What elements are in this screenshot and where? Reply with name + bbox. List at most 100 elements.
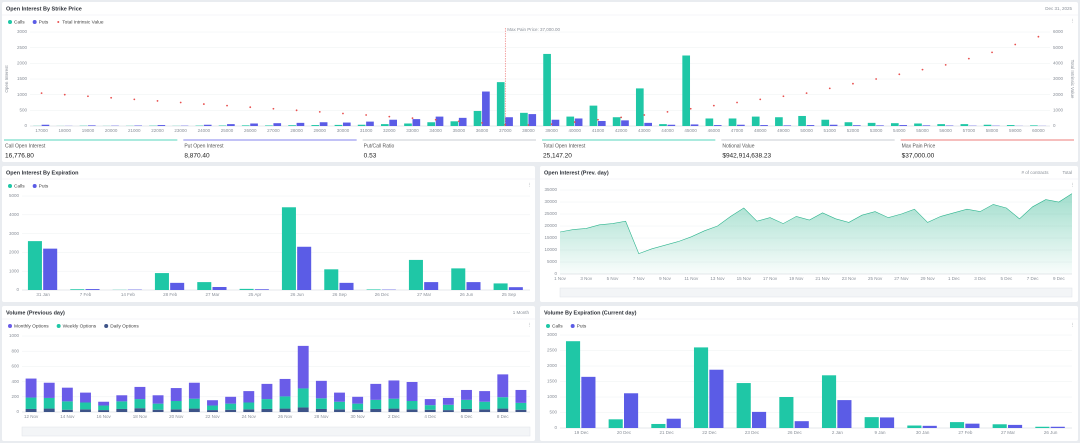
- bar: [635, 88, 644, 126]
- scatter-dot: [365, 114, 368, 116]
- bar: [728, 118, 737, 126]
- bar: [551, 119, 560, 126]
- y-tick-label: 3000: [547, 332, 558, 337]
- bar-segment: [461, 399, 472, 409]
- x-tick-label: 29000: [314, 128, 327, 133]
- bar: [380, 124, 389, 126]
- y-tick-label: 2000: [9, 250, 20, 255]
- scatter-dot: [828, 87, 831, 90]
- x-tick-label: 17000: [35, 128, 48, 133]
- bar: [288, 125, 296, 126]
- bar: [922, 425, 937, 428]
- bar-segment: [98, 405, 110, 411]
- scatter-dot: [249, 106, 252, 109]
- x-tick-label: 23000: [174, 128, 187, 133]
- x-tick-label: 2 Dec: [388, 414, 401, 419]
- legend-label: Puts: [577, 323, 587, 329]
- panel: [2, 166, 535, 302]
- bar-segment: [334, 409, 345, 412]
- bar: [644, 122, 652, 126]
- bar-segment: [315, 380, 327, 399]
- scatter-dot: [63, 93, 66, 96]
- bar: [760, 125, 768, 126]
- x-tick-label: 3 Dec: [974, 276, 987, 281]
- menu-icon[interactable]: ⋮: [1070, 322, 1075, 327]
- scatter-dot: [782, 95, 785, 98]
- bar-segment: [479, 401, 491, 410]
- x-tick-label: 2 Jan: [832, 430, 844, 435]
- dropdown[interactable]: 1 Month: [513, 310, 530, 315]
- y2-tick-label: 6000: [1053, 29, 1064, 34]
- scatter-dot: [226, 104, 228, 107]
- y-tick-label: 2000: [547, 363, 558, 368]
- bar: [914, 123, 922, 126]
- x-tick-label: 49000: [777, 128, 790, 133]
- x-tick-label: 24 Nov: [242, 414, 257, 419]
- stat-label: Notional Value: [722, 143, 754, 149]
- x-tick-label: 53000: [870, 128, 883, 133]
- x-tick-label: 32000: [383, 128, 396, 133]
- x-tick-label: 23 Dec: [745, 430, 760, 435]
- bar: [505, 117, 513, 126]
- navigator[interactable]: [559, 287, 1073, 298]
- bar-segment: [134, 399, 146, 409]
- x-tick-label: 20 Nov: [169, 414, 184, 419]
- area-fill: [560, 193, 1072, 274]
- bar: [241, 125, 250, 126]
- date-picker[interactable]: Dec 31, 2025: [1045, 6, 1072, 11]
- bar: [520, 112, 528, 126]
- x-tick-label: 27 Mar: [1001, 430, 1016, 435]
- bar-segment: [188, 408, 200, 412]
- bar-segment: [207, 405, 218, 411]
- x-tick-label: 28 Feb: [163, 292, 178, 297]
- dropdown[interactable]: Total: [1062, 170, 1072, 175]
- scatter-dot: [759, 98, 762, 101]
- scatter-dot: [666, 111, 669, 113]
- bar-segment: [80, 392, 91, 403]
- bar-segment: [370, 399, 382, 409]
- bar: [250, 123, 258, 126]
- legend-label: Calls: [552, 323, 563, 329]
- legend-label: Puts: [39, 183, 49, 189]
- bar-segment: [243, 402, 255, 410]
- bar-segment: [116, 408, 128, 412]
- bar-segment: [61, 409, 73, 412]
- bar: [992, 424, 1007, 428]
- x-tick-label: 23 Nov: [842, 276, 857, 281]
- menu-icon[interactable]: ⋮: [1070, 182, 1075, 187]
- menu-icon[interactable]: ⋮: [527, 182, 532, 187]
- bar: [574, 118, 583, 126]
- bar: [197, 282, 212, 290]
- bar: [466, 282, 481, 290]
- scatter-dot: [921, 68, 924, 71]
- x-tick-label: 45000: [684, 128, 697, 133]
- x-tick-label: 54000: [893, 128, 906, 133]
- navigator[interactable]: [21, 426, 531, 437]
- y-axis-title: Open Interest: [4, 65, 9, 93]
- menu-icon[interactable]: ⋮: [1070, 18, 1075, 23]
- bar: [965, 423, 980, 428]
- stat-label: Put/Call Ratio: [364, 143, 395, 149]
- bar: [608, 419, 623, 428]
- stat-value: 16,776.80: [5, 153, 34, 160]
- bar-segment: [479, 409, 491, 412]
- bar: [435, 116, 444, 126]
- menu-icon[interactable]: ⋮: [527, 322, 532, 327]
- stat-value: 25,147.20: [543, 153, 572, 160]
- y-tick-label: 1000: [9, 333, 20, 338]
- dropdown[interactable]: # of contracts: [1021, 170, 1049, 175]
- bar: [651, 423, 666, 428]
- bar: [212, 286, 227, 290]
- bar-segment: [25, 408, 37, 412]
- x-tick-label: 6 Dec: [461, 414, 474, 419]
- y-tick-label: 1000: [9, 268, 20, 273]
- bar-segment: [388, 398, 400, 409]
- bar-segment: [43, 408, 55, 412]
- bar: [496, 82, 505, 126]
- x-tick-label: 43000: [638, 128, 651, 133]
- stat-label: Total Open Interest: [543, 143, 586, 149]
- bar: [890, 123, 899, 126]
- bar-segment: [442, 404, 454, 411]
- bar: [713, 125, 722, 126]
- bar: [983, 124, 992, 126]
